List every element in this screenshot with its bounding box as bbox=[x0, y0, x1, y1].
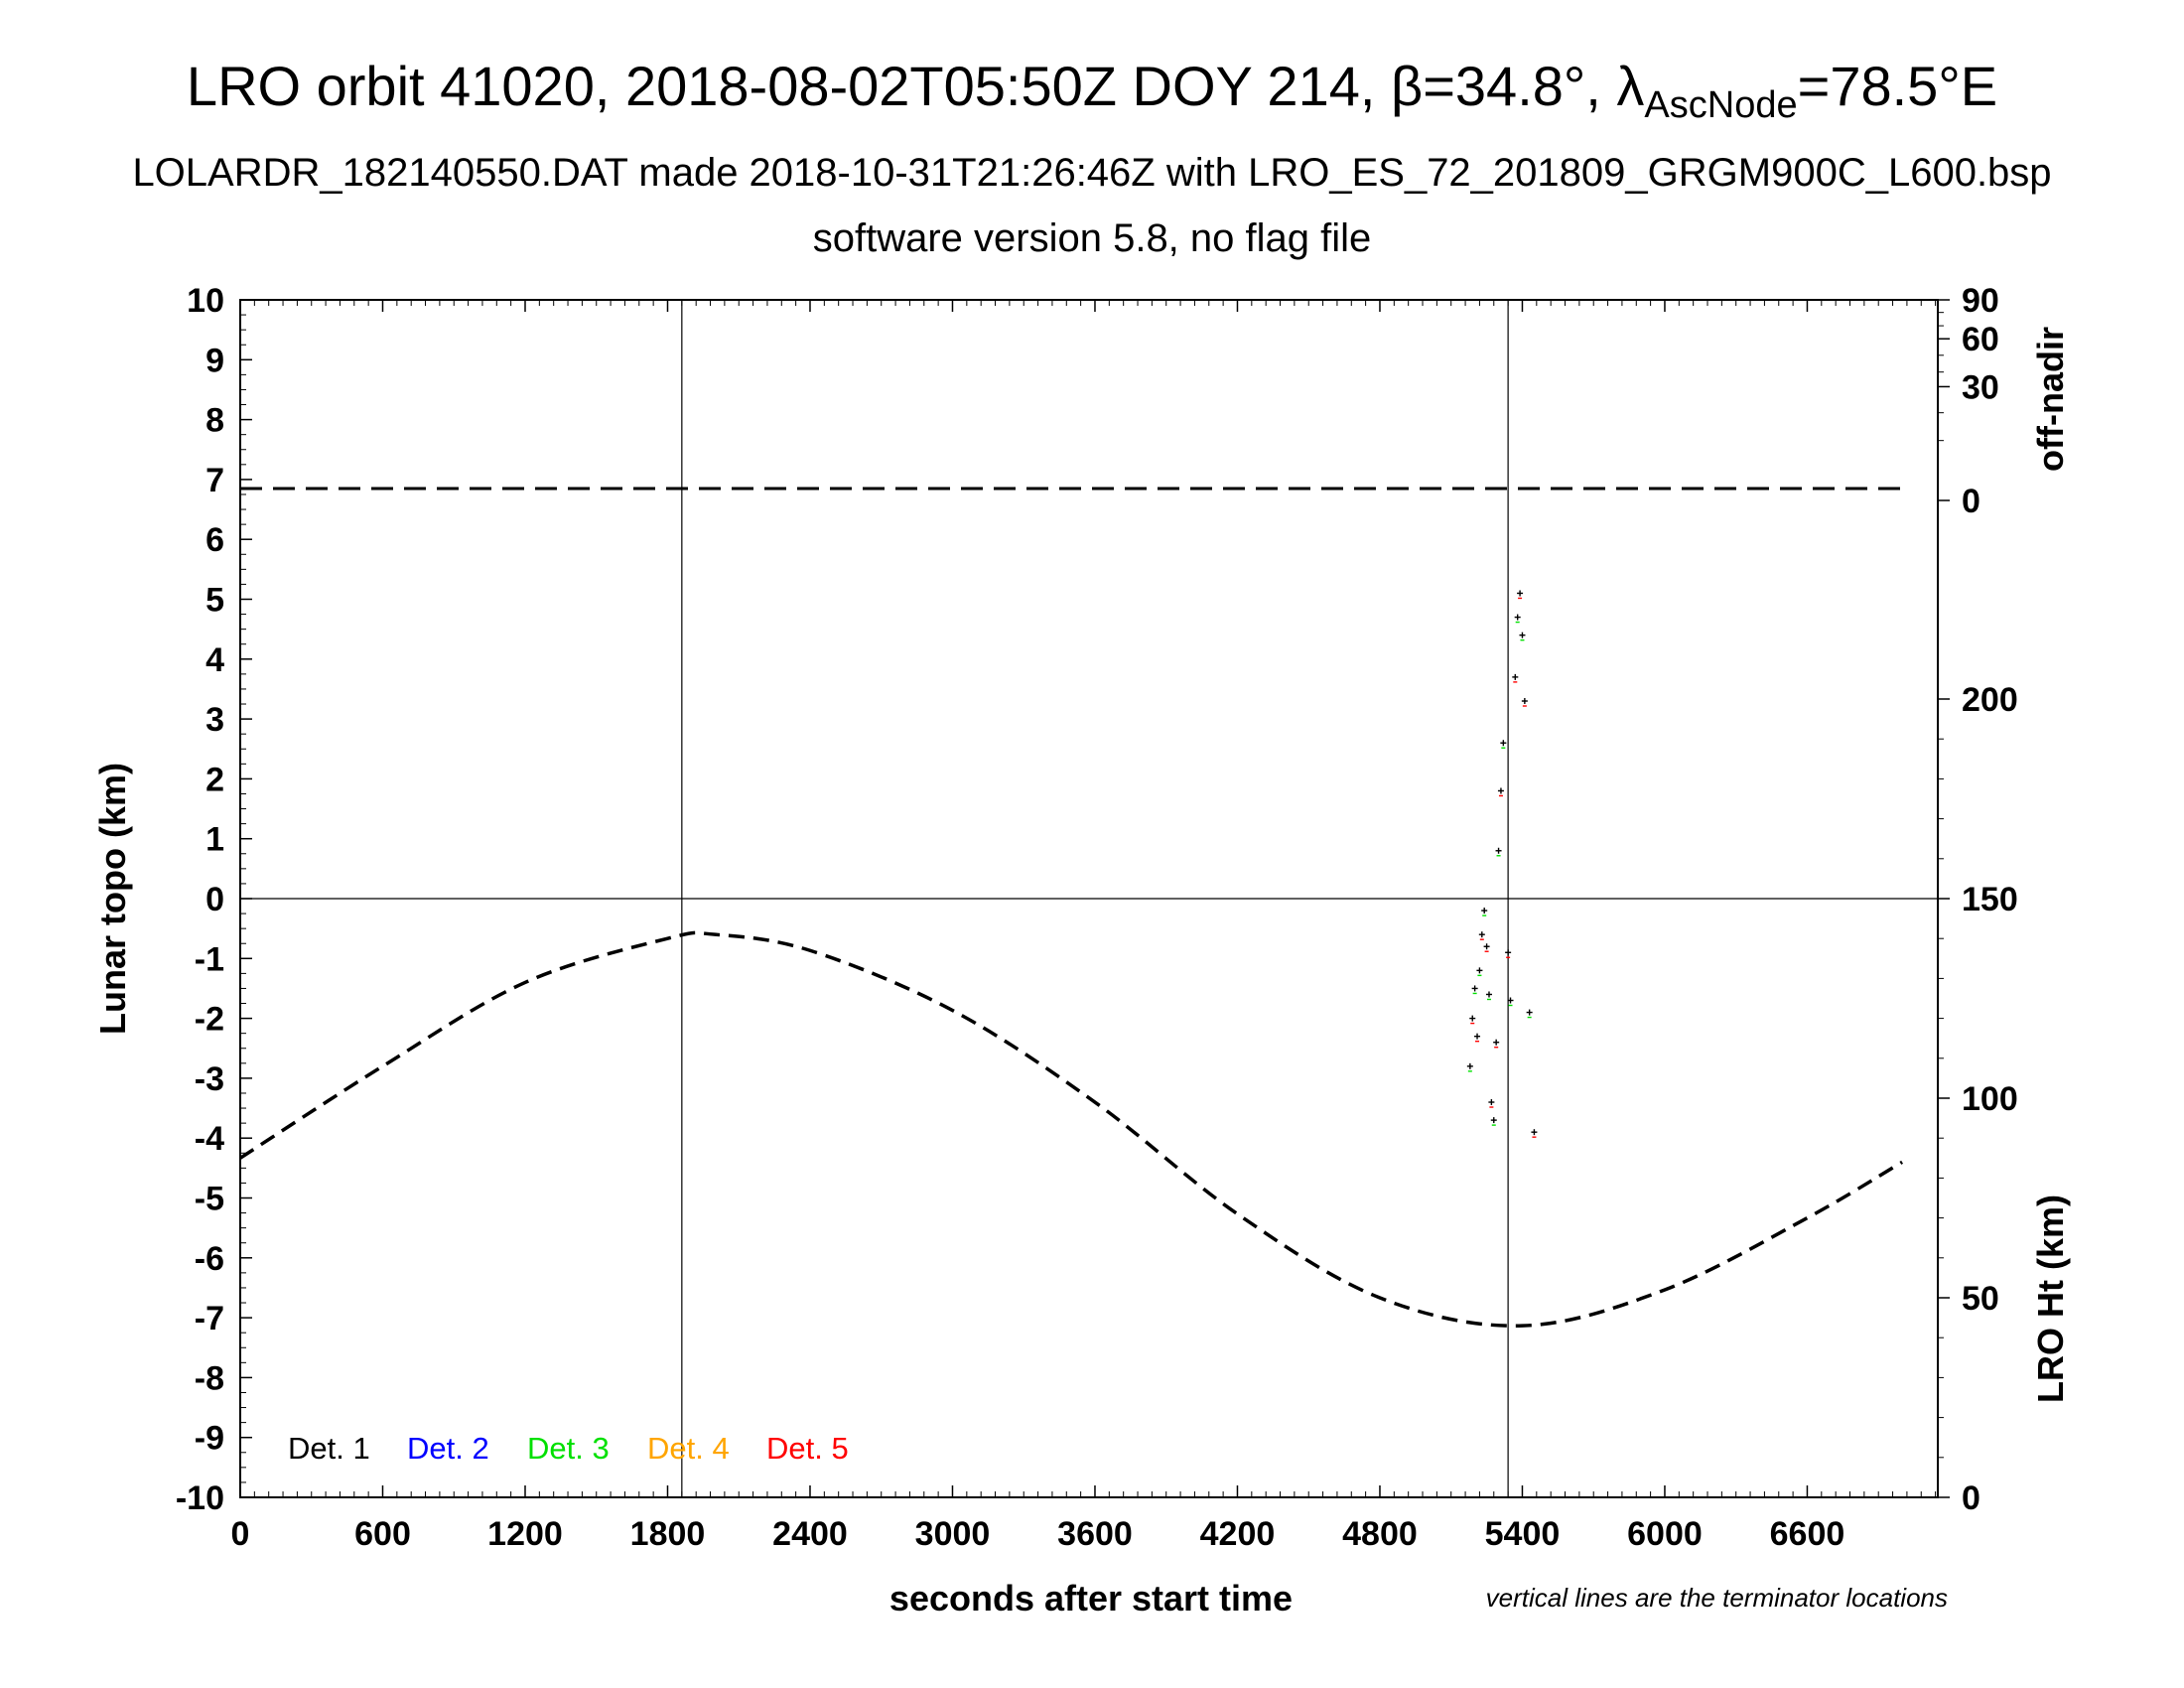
x-tick-label: 1800 bbox=[630, 1515, 706, 1553]
topo-point bbox=[1488, 1099, 1495, 1108]
topo-point bbox=[1476, 967, 1483, 977]
topo-point bbox=[1495, 847, 1502, 857]
x-axis-label: seconds after start time bbox=[889, 1578, 1293, 1618]
x-tick-label: 0 bbox=[231, 1515, 250, 1553]
x-tick-label: 6000 bbox=[1627, 1515, 1703, 1553]
chart-subtitle: LOLARDR_182140550.DAT made 2018-10-31T21… bbox=[132, 151, 2052, 195]
y-tick-label: 7 bbox=[205, 462, 224, 499]
topo-point bbox=[1500, 740, 1507, 749]
off-nadir-tick-label: 0 bbox=[1962, 483, 1980, 520]
topo-point bbox=[1505, 949, 1512, 958]
topo-point bbox=[1490, 1117, 1497, 1126]
legend-item-det-3: Det. 3 bbox=[527, 1431, 610, 1466]
y-tick-label: 9 bbox=[205, 342, 224, 379]
topo-point bbox=[1469, 1015, 1476, 1025]
y-tick-label: -10 bbox=[176, 1479, 224, 1517]
off-nadir-tick-label: 90 bbox=[1962, 282, 1999, 320]
legend-item-det-4: Det. 4 bbox=[647, 1431, 730, 1466]
x-tick-label: 6600 bbox=[1770, 1515, 1845, 1553]
x-tick-label: 4800 bbox=[1342, 1515, 1418, 1553]
y-tick-label: 3 bbox=[205, 701, 224, 739]
plot-series bbox=[239, 487, 1904, 1328]
topo-point bbox=[1466, 1062, 1473, 1072]
topo-point bbox=[1485, 991, 1492, 1001]
legend-item-det-1: Det. 1 bbox=[288, 1431, 370, 1466]
topo-point bbox=[1478, 931, 1485, 940]
topo-point bbox=[1493, 1039, 1500, 1049]
topo-point bbox=[1526, 1009, 1533, 1019]
y-tick-label: -9 bbox=[195, 1420, 224, 1458]
topo-point bbox=[1481, 908, 1488, 916]
height-tick-label: 150 bbox=[1962, 881, 2018, 918]
topo-point bbox=[1519, 632, 1526, 641]
y-tick-label: 10 bbox=[187, 282, 224, 320]
off-nadir-tick-label: 60 bbox=[1962, 321, 1999, 358]
height-tick-label: 0 bbox=[1962, 1479, 1980, 1517]
terminator-note: vertical lines are the terminator locati… bbox=[1486, 1583, 1948, 1613]
y-tick-label: -7 bbox=[195, 1300, 224, 1337]
lro-height-curve bbox=[239, 930, 1904, 1328]
x-tick-label: 1200 bbox=[487, 1515, 563, 1553]
x-tick-label: 600 bbox=[354, 1515, 411, 1553]
topo-point bbox=[1497, 787, 1504, 797]
topo-point bbox=[1517, 590, 1524, 600]
y-axis-label: Lunar topo (km) bbox=[92, 763, 133, 1035]
height-tick-label: 200 bbox=[1962, 681, 2018, 719]
topo-point bbox=[1507, 997, 1514, 1007]
topo-point bbox=[1512, 673, 1519, 683]
topo-point bbox=[1471, 985, 1478, 995]
y-tick-label: -6 bbox=[195, 1240, 224, 1278]
plot-axes bbox=[239, 299, 1950, 1498]
y-tick-label: 2 bbox=[205, 761, 224, 798]
topo-point bbox=[1474, 1033, 1481, 1043]
topo-point bbox=[1521, 698, 1528, 707]
y-tick-label: 4 bbox=[205, 641, 224, 679]
y-tick-label: -4 bbox=[195, 1120, 224, 1158]
y-tick-label: 0 bbox=[205, 881, 224, 918]
y-tick-label: 8 bbox=[205, 402, 224, 440]
chart-title: LRO orbit 41020, 2018-08-02T05:50Z DOY 2… bbox=[186, 55, 1998, 127]
x-tick-label: 5400 bbox=[1485, 1515, 1561, 1553]
height-tick-label: 100 bbox=[1962, 1080, 2018, 1118]
height-axis-label: LRO Ht (km) bbox=[2030, 1195, 2071, 1403]
legend-item-det-5: Det. 5 bbox=[766, 1431, 849, 1466]
y-tick-label: 6 bbox=[205, 521, 224, 559]
topo-point bbox=[1531, 1129, 1538, 1138]
x-tick-label: 3600 bbox=[1057, 1515, 1133, 1553]
x-tick-label: 2400 bbox=[772, 1515, 848, 1553]
plot-grid bbox=[240, 300, 1938, 1497]
topo-point bbox=[1483, 943, 1490, 952]
legend-item-det-2: Det. 2 bbox=[407, 1431, 489, 1466]
y-tick-label: -1 bbox=[195, 940, 224, 978]
y-tick-label: -2 bbox=[195, 1001, 224, 1039]
x-tick-label: 4200 bbox=[1200, 1515, 1276, 1553]
y-tick-label: -5 bbox=[195, 1181, 224, 1218]
y-tick-label: -8 bbox=[195, 1359, 224, 1397]
y-tick-label: 5 bbox=[205, 582, 224, 620]
height-tick-label: 50 bbox=[1962, 1280, 1999, 1318]
off-nadir-axis-label: off-nadir bbox=[2030, 327, 2071, 472]
chart-subtitle-2: software version 5.8, no flag file bbox=[812, 216, 1372, 260]
x-tick-label: 3000 bbox=[915, 1515, 991, 1553]
topo-point bbox=[1514, 614, 1521, 624]
off-nadir-tick-label: 30 bbox=[1962, 368, 1999, 406]
y-tick-label: -3 bbox=[195, 1060, 224, 1098]
y-tick-label: 1 bbox=[205, 821, 224, 859]
